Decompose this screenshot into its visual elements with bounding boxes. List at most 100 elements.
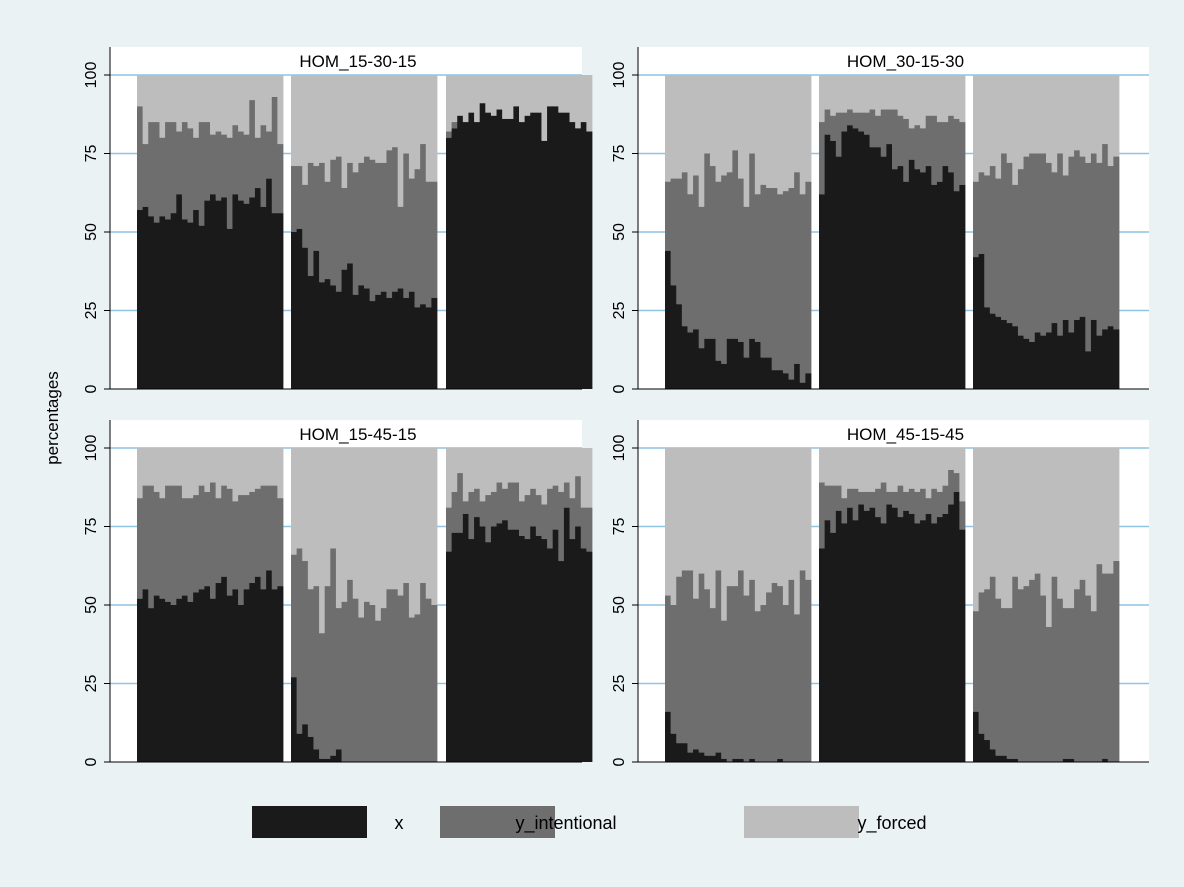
bar-x [519, 535, 526, 762]
bar-y-intentional [754, 611, 761, 762]
bar-y-forced [973, 448, 980, 612]
bar-y-forced [1006, 448, 1013, 609]
bar-y-forced [513, 448, 520, 483]
bar-y-forced [479, 448, 486, 502]
bar-y-intentional [1051, 576, 1058, 762]
y-tick-label: 50 [83, 596, 100, 614]
bar-y-forced [380, 448, 387, 609]
bar-x [925, 166, 932, 389]
bar-x [187, 601, 194, 762]
bar-x [863, 510, 870, 762]
bar-y-forced [777, 448, 784, 587]
bar-y-intentional [408, 617, 415, 762]
bar-x [451, 128, 458, 389]
bar-y-intentional [462, 501, 469, 514]
bar-x [777, 758, 784, 762]
bar-y-forced [375, 75, 382, 163]
bar-y-intentional [541, 504, 548, 540]
bar-y-forced [165, 448, 172, 486]
y-tick-label: 75 [83, 518, 100, 536]
bar-y-intentional [936, 491, 943, 518]
bar-x [181, 595, 188, 762]
bar-x [973, 257, 980, 389]
bar-x [1102, 329, 1109, 389]
bar-y-intentional [324, 181, 331, 280]
bar-y-intentional [474, 488, 481, 518]
bar-y-forced [726, 75, 733, 173]
bar-y-forced [485, 75, 492, 113]
bar-y-forced [847, 75, 854, 110]
bar-y-forced [830, 75, 837, 116]
bar-y-forced [502, 448, 509, 489]
bar-y-forced [431, 75, 438, 182]
bar-x [291, 677, 298, 762]
bar-y-intentional [777, 586, 784, 759]
bar-y-intentional [681, 570, 688, 744]
bar-y-forced [364, 448, 371, 602]
y-tick-label: 0 [83, 757, 100, 766]
bar-x [914, 523, 921, 762]
bar-x [771, 370, 778, 389]
bar-y-forced [715, 75, 722, 182]
bar-x [330, 285, 337, 389]
bar-y-intentional [738, 178, 745, 342]
bar-y-forced [1006, 75, 1013, 163]
bar-y-intentional [210, 482, 217, 599]
bar-y-intentional [502, 488, 509, 521]
bar-x [490, 115, 497, 389]
bar-y-forced [277, 75, 284, 145]
bar-y-intentional [335, 156, 342, 292]
bar-y-forced [886, 448, 893, 492]
bar-x [973, 711, 980, 762]
bar-x [153, 595, 160, 762]
bar-y-forced [575, 75, 582, 129]
bar-y-intentional [291, 554, 298, 678]
bar-x [681, 743, 688, 762]
bar-y-forced [519, 448, 526, 502]
bar-y-intentional [819, 122, 826, 195]
y-tick-label: 75 [611, 145, 628, 163]
bar-x [238, 200, 245, 389]
legend-swatch [252, 806, 367, 838]
bar-y-forced [243, 75, 250, 135]
bar-y-forced [580, 75, 587, 123]
bar-x [687, 752, 694, 762]
bar-y-intentional [892, 109, 899, 170]
bar-y-forced [369, 75, 376, 160]
bar-y-forced [782, 448, 789, 605]
bar-y-forced [552, 448, 559, 486]
bar-y-intentional [743, 206, 750, 358]
bar-y-intentional [580, 507, 587, 549]
bar-y-intentional [819, 482, 826, 549]
bar-y-forced [665, 75, 672, 182]
bar-y-intentional [886, 491, 893, 505]
bar-x [936, 181, 943, 389]
bar-y-forced [914, 75, 921, 126]
bar-y-forced [1034, 75, 1041, 154]
bar-y-intentional [931, 488, 938, 524]
bar-y-intentional [726, 172, 733, 339]
y-tick-label: 50 [611, 596, 628, 614]
bar-y-intentional [1090, 611, 1097, 762]
bar-y-forced [973, 75, 980, 182]
bar-y-intentional [198, 122, 205, 226]
bar-y-forced [137, 448, 144, 499]
bar-y-forced [215, 448, 222, 499]
bar-y-intentional [296, 166, 303, 229]
bar-y-forced [313, 448, 320, 587]
bar-y-intentional [238, 131, 245, 201]
bar-x [942, 513, 949, 762]
bar-y-intentional [446, 131, 453, 138]
bar-x [474, 122, 481, 389]
bar-x [575, 526, 582, 762]
legend-swatch [440, 806, 555, 838]
legend-label: x [395, 813, 404, 833]
bar-x [726, 338, 733, 389]
bar-x [392, 291, 399, 389]
bar-y-intentional [420, 583, 427, 762]
bar-y-intentional [1006, 608, 1013, 759]
bar-y-intentional [479, 501, 486, 527]
bar-x [1029, 341, 1036, 389]
bar-y-intentional [1079, 156, 1086, 317]
bar-y-forced [352, 448, 359, 599]
